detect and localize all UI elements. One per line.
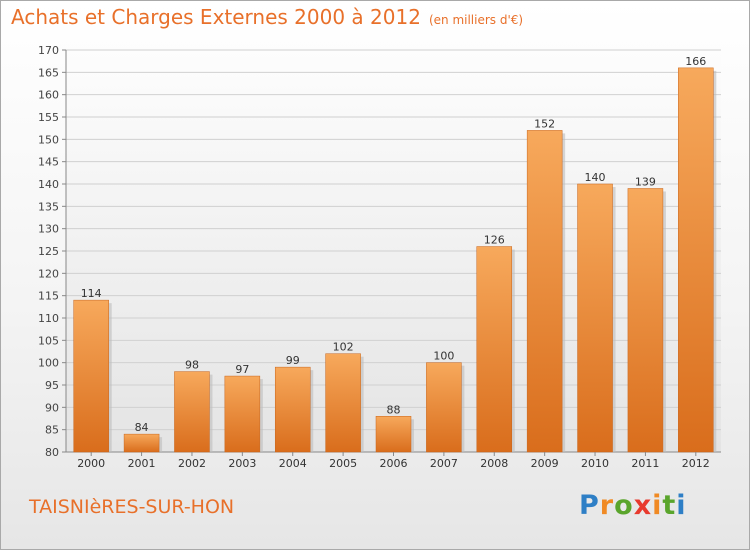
- y-tick-label: 120: [38, 267, 59, 280]
- bar-value-label: 152: [534, 117, 555, 130]
- bar: [526, 130, 563, 453]
- bar: [476, 246, 513, 453]
- logo-letter: i: [676, 490, 687, 521]
- x-tick-label: 2007: [430, 457, 458, 470]
- y-tick-label: 135: [38, 200, 59, 213]
- bar: [73, 299, 109, 453]
- x-tick-label: 2001: [128, 457, 156, 470]
- y-tick-label: 130: [38, 223, 59, 236]
- bar: [123, 433, 160, 453]
- y-tick-label: 95: [45, 379, 59, 392]
- y-tick-label: 140: [38, 178, 59, 191]
- x-tick-label: 2004: [279, 457, 307, 470]
- y-tick-label: 110: [38, 312, 59, 325]
- logo-letter: t: [662, 490, 677, 521]
- bar: [577, 183, 613, 453]
- bar-value-label: 84: [135, 421, 149, 434]
- logo-letter: i: [652, 490, 663, 521]
- logo-letter: o: [614, 490, 634, 521]
- y-tick-label: 90: [45, 401, 59, 414]
- y-tick-label: 105: [38, 334, 59, 347]
- commune-name: TAISNIèRES-SUR-HON: [29, 496, 235, 518]
- y-tick-label: 145: [38, 156, 59, 169]
- y-tick-label: 150: [38, 133, 59, 146]
- x-tick-label: 2010: [581, 457, 609, 470]
- bar-value-label: 100: [433, 350, 454, 363]
- y-tick-label: 170: [38, 44, 59, 57]
- y-tick-label: 160: [38, 89, 59, 102]
- bar-value-label: 166: [685, 55, 706, 68]
- y-tick-label: 155: [38, 111, 59, 124]
- x-tick-label: 2011: [631, 457, 659, 470]
- logo-letter: x: [633, 490, 653, 521]
- bar-value-label: 114: [81, 287, 102, 300]
- x-tick-label: 2006: [380, 457, 408, 470]
- y-tick-label: 80: [45, 446, 59, 459]
- bar-value-label: 139: [635, 175, 656, 188]
- bar-value-label: 97: [235, 363, 249, 376]
- bar: [678, 67, 714, 453]
- x-tick-label: 2012: [682, 457, 710, 470]
- x-tick-label: 2000: [77, 457, 105, 470]
- bar-value-label: 98: [185, 359, 199, 372]
- x-tick-label: 2009: [531, 457, 559, 470]
- bar: [174, 371, 210, 453]
- plot-area: 80 85 90 95 100 105 110 115 120 125 130 135 140 145 15…: [38, 44, 721, 470]
- bar-value-label: 126: [484, 234, 505, 247]
- bar: [627, 188, 664, 453]
- bar-value-label: 140: [585, 171, 606, 184]
- bar-value-label: 102: [333, 341, 354, 354]
- proxiti-logo: Proxiti: [579, 490, 687, 521]
- logo-letter: r: [599, 490, 615, 521]
- chart-unit: (en milliers d'€): [428, 13, 524, 27]
- bar: [375, 416, 412, 453]
- chart-title: Achats et Charges Externes 2000 à 2012 (e…: [11, 5, 523, 29]
- bar: [274, 366, 311, 453]
- chart-title-text: Achats et Charges Externes 2000 à 2012: [11, 5, 421, 29]
- y-tick-label: 165: [38, 66, 59, 79]
- x-tick-label: 2003: [228, 457, 256, 470]
- bar-value-label: 88: [387, 403, 401, 416]
- x-tick-label: 2005: [329, 457, 357, 470]
- logo-letter: P: [579, 490, 600, 521]
- x-tick-label: 2008: [480, 457, 508, 470]
- bar: [426, 362, 462, 453]
- bar-value-label: 99: [286, 354, 300, 367]
- x-tick-label: 2002: [178, 457, 206, 470]
- y-tick-label: 85: [45, 424, 59, 437]
- bar: [224, 375, 261, 453]
- bar: [325, 353, 361, 453]
- y-tick-label: 125: [38, 245, 59, 258]
- y-tick-label: 100: [38, 357, 59, 370]
- y-tick-label: 115: [38, 290, 59, 303]
